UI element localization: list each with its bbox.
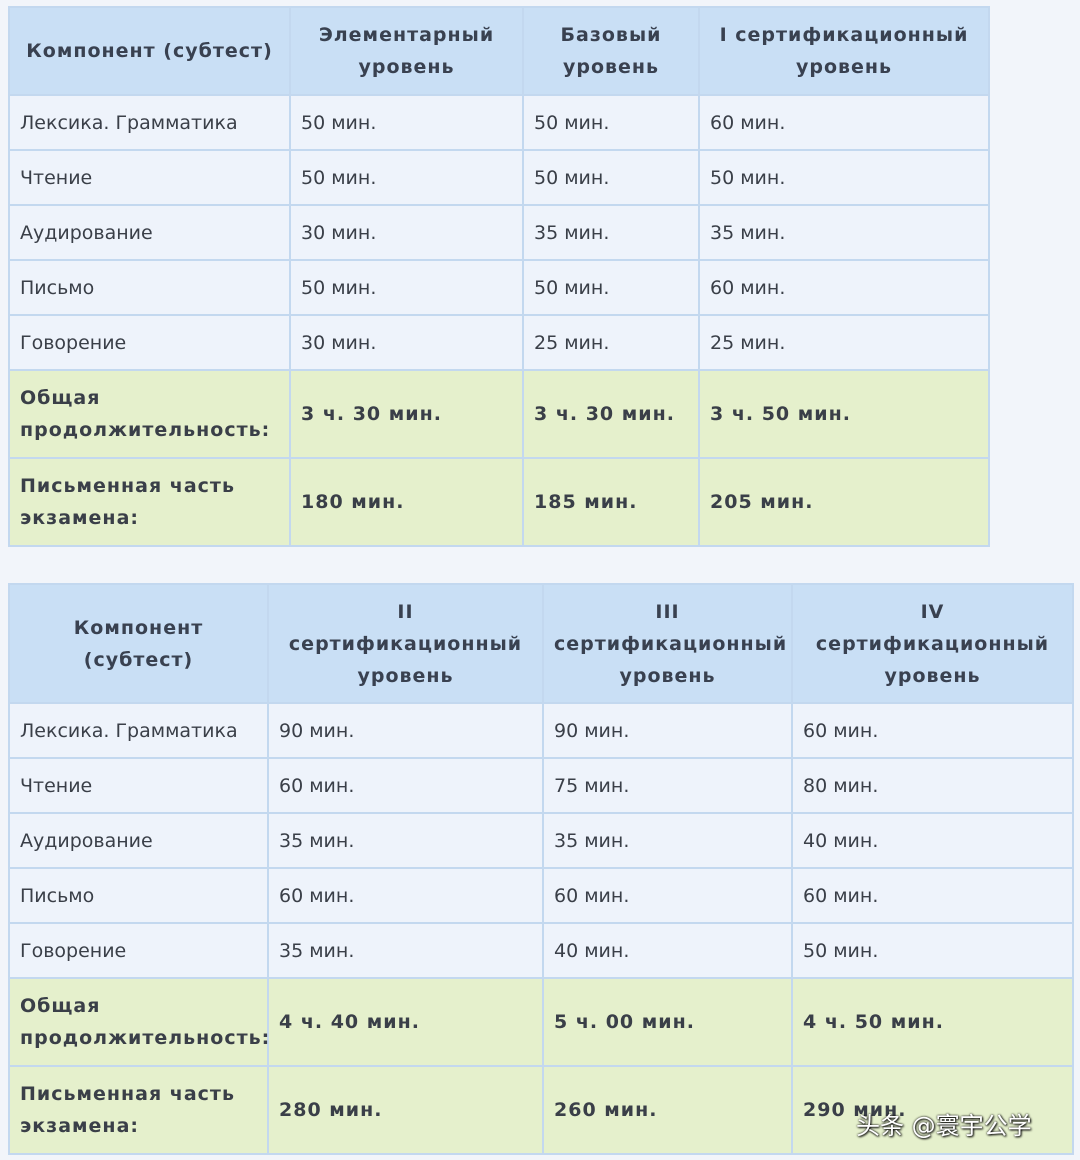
duration-cell: 185 мин. bbox=[522, 457, 700, 547]
row-label: Чтение bbox=[8, 149, 291, 206]
duration-cell: 50 мин. bbox=[289, 149, 524, 206]
column-header: III сертификационный уровень bbox=[542, 583, 793, 704]
column-header: Компонент (субтест) bbox=[8, 583, 269, 704]
duration-cell: 4 ч. 40 мин. bbox=[267, 977, 544, 1067]
table-row: Аудирование 30 мин. 35 мин. 35 мин. bbox=[8, 204, 990, 261]
duration-cell: 35 мин. bbox=[267, 812, 544, 869]
duration-cell: 50 мин. bbox=[698, 149, 990, 206]
exam-duration-table-2: Компонент (субтест) II сертификационный у… bbox=[8, 583, 1074, 1155]
row-label: Говорение bbox=[8, 314, 291, 371]
row-label: Аудирование bbox=[8, 204, 291, 261]
duration-cell: 35 мин. bbox=[542, 812, 793, 869]
duration-cell: 40 мин. bbox=[542, 922, 793, 979]
duration-cell: 75 мин. bbox=[542, 757, 793, 814]
duration-cell: 80 мин. bbox=[791, 757, 1074, 814]
duration-cell: 50 мин. bbox=[522, 94, 700, 151]
header-row: Компонент (субтест) Элементарный уровень Б… bbox=[8, 6, 990, 96]
duration-cell: 35 мин. bbox=[522, 204, 700, 261]
duration-cell: 280 мин. bbox=[267, 1065, 544, 1155]
duration-cell: 50 мин. bbox=[289, 94, 524, 151]
duration-cell: 3 ч. 30 мин. bbox=[289, 369, 524, 459]
duration-cell: 290 мин. bbox=[791, 1065, 1074, 1155]
duration-cell: 25 мин. bbox=[698, 314, 990, 371]
summary-row: Письменная часть экзамена: 180 мин. 185 ми… bbox=[8, 457, 990, 547]
duration-cell: 60 мин. bbox=[698, 259, 990, 316]
duration-cell: 30 мин. bbox=[289, 204, 524, 261]
column-header: Элементарный уровень bbox=[289, 6, 524, 96]
duration-cell: 4 ч. 50 мин. bbox=[791, 977, 1074, 1067]
row-label: Письмо bbox=[8, 259, 291, 316]
duration-cell: 60 мин. bbox=[267, 757, 544, 814]
row-label: Аудирование bbox=[8, 812, 269, 869]
row-label: Общая продолжительность: bbox=[8, 977, 269, 1067]
table-row: Чтение 60 мин. 75 мин. 80 мин. bbox=[8, 757, 1074, 814]
row-label: Общая продолжительность: bbox=[8, 369, 291, 459]
column-header: IV сертификационный уровень bbox=[791, 583, 1074, 704]
duration-cell: 180 мин. bbox=[289, 457, 524, 547]
summary-row: Общая продолжительность: 3 ч. 30 мин. 3 ч.… bbox=[8, 369, 990, 459]
table-row: Письмо 60 мин. 60 мин. 60 мин. bbox=[8, 867, 1074, 924]
duration-cell: 50 мин. bbox=[791, 922, 1074, 979]
table-row: Лексика. Грамматика 50 мин. 50 мин. 60 мин. bbox=[8, 94, 990, 151]
duration-cell: 60 мин. bbox=[791, 702, 1074, 759]
duration-cell: 25 мин. bbox=[522, 314, 700, 371]
row-label: Лексика. Грамматика bbox=[8, 94, 291, 151]
row-label: Лексика. Грамматика bbox=[8, 702, 269, 759]
column-header: I сертификационный уровень bbox=[698, 6, 990, 96]
duration-cell: 50 мин. bbox=[289, 259, 524, 316]
duration-cell: 90 мин. bbox=[267, 702, 544, 759]
duration-cell: 205 мин. bbox=[698, 457, 990, 547]
summary-row: Общая продолжительность: 4 ч. 40 мин. 5 ч.… bbox=[8, 977, 1074, 1067]
duration-cell: 50 мин. bbox=[522, 149, 700, 206]
column-header: Базовый уровень bbox=[522, 6, 700, 96]
duration-cell: 5 ч. 00 мин. bbox=[542, 977, 793, 1067]
column-header: Компонент (субтест) bbox=[8, 6, 291, 96]
row-label: Письменная часть экзамена: bbox=[8, 1065, 269, 1155]
duration-cell: 35 мин. bbox=[267, 922, 544, 979]
duration-cell: 3 ч. 30 мин. bbox=[522, 369, 700, 459]
table-row: Письмо 50 мин. 50 мин. 60 мин. bbox=[8, 259, 990, 316]
row-label: Письменная часть экзамена: bbox=[8, 457, 291, 547]
duration-cell: 35 мин. bbox=[698, 204, 990, 261]
column-header: II сертификационный уровень bbox=[267, 583, 544, 704]
duration-cell: 90 мин. bbox=[542, 702, 793, 759]
duration-cell: 60 мин. bbox=[542, 867, 793, 924]
row-label: Письмо bbox=[8, 867, 269, 924]
duration-cell: 50 мин. bbox=[522, 259, 700, 316]
header-row: Компонент (субтест) II сертификационный у… bbox=[8, 583, 1074, 704]
watermark: 头条 @寰宇公学 bbox=[856, 1112, 1032, 1140]
duration-cell: 40 мин. bbox=[791, 812, 1074, 869]
table-row: Аудирование 35 мин. 35 мин. 40 мин. bbox=[8, 812, 1074, 869]
duration-cell: 60 мин. bbox=[791, 867, 1074, 924]
row-label: Говорение bbox=[8, 922, 269, 979]
table-row: Говорение 30 мин. 25 мин. 25 мин. bbox=[8, 314, 990, 371]
duration-cell: 60 мин. bbox=[698, 94, 990, 151]
row-label: Чтение bbox=[8, 757, 269, 814]
table-row: Чтение 50 мин. 50 мин. 50 мин. bbox=[8, 149, 990, 206]
duration-cell: 60 мин. bbox=[267, 867, 544, 924]
table-row: Лексика. Грамматика 90 мин. 90 мин. 60 мин. bbox=[8, 702, 1074, 759]
summary-row: Письменная часть экзамена: 280 мин. 260 ми… bbox=[8, 1065, 1074, 1155]
duration-cell: 30 мин. bbox=[289, 314, 524, 371]
duration-cell: 3 ч. 50 мин. bbox=[698, 369, 990, 459]
exam-duration-table-1: Компонент (субтест) Элементарный уровень Б… bbox=[8, 6, 990, 547]
table-row: Говорение 35 мин. 40 мин. 50 мин. bbox=[8, 922, 1074, 979]
duration-cell: 260 мин. bbox=[542, 1065, 793, 1155]
